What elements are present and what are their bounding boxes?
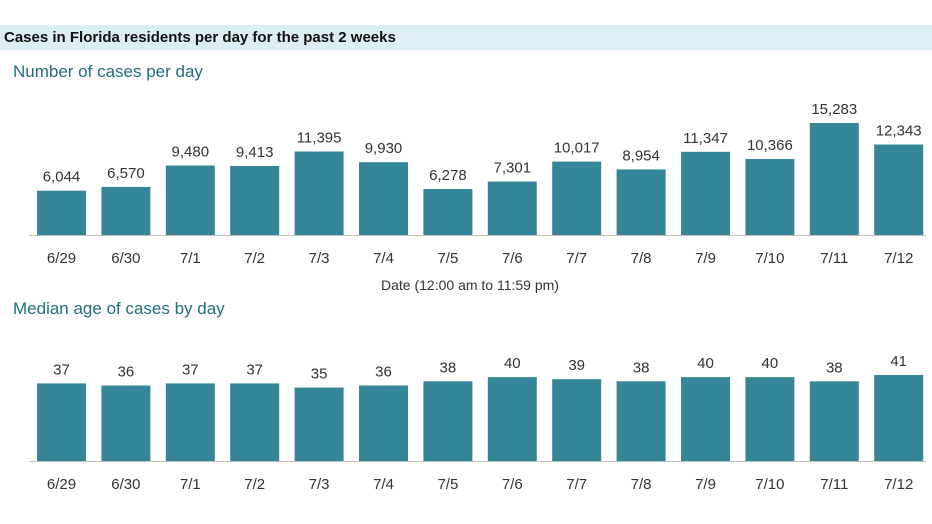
cases-data-label: 12,343 (876, 123, 922, 140)
cases-x-tick-label: 7/8 (631, 250, 652, 267)
cases-x-tick-label: 7/10 (755, 250, 784, 267)
cases-data-label: 10,017 (554, 140, 600, 157)
age-data-label: 37 (53, 361, 70, 378)
cases-data-label: 11,347 (683, 130, 728, 147)
age-bar (809, 381, 859, 461)
cases-bar (874, 144, 924, 235)
age-x-tick-label: 6/29 (47, 476, 76, 493)
cases-data-label: 15,283 (811, 101, 857, 118)
cases-x-tick-label: 7/2 (244, 250, 265, 267)
cases-data-label: 9,930 (365, 140, 403, 157)
age-x-tick-label: 7/10 (755, 476, 784, 493)
cases-bar (809, 123, 859, 235)
age-data-label: 37 (246, 361, 263, 378)
age-bar (616, 381, 666, 461)
age-data-label: 38 (440, 359, 457, 376)
age-bar (230, 383, 280, 461)
age-data-label: 37 (182, 361, 199, 378)
age-data-label: 38 (826, 359, 843, 376)
cases-bar (37, 190, 86, 235)
age-data-label: 40 (504, 355, 521, 372)
page-title: Cases in Florida residents per day for t… (4, 29, 396, 46)
cases-x-axis-label: Date (12:00 am to 11:59 pm) (381, 277, 559, 293)
cases-x-tick-label: 7/12 (884, 250, 913, 267)
header-banner: Cases in Florida residents per day for t… (0, 25, 932, 50)
cases-bar (487, 181, 537, 235)
cases-data-label: 8,954 (622, 147, 660, 164)
age-x-tick-label: 7/1 (180, 476, 201, 493)
age-data-label: 36 (118, 364, 135, 381)
age-data-label: 36 (375, 364, 392, 381)
cases-bar (681, 151, 730, 235)
cases-x-tick-label: 7/1 (180, 250, 201, 267)
age-x-tick-label: 7/6 (502, 476, 523, 493)
median-age-chart-title: Median age of cases by day (13, 299, 225, 318)
cases-bar (745, 159, 795, 235)
cases-bar (359, 162, 408, 235)
age-bar (359, 385, 408, 461)
cases-bar (165, 165, 215, 235)
cases-x-tick-label: 7/9 (695, 250, 716, 267)
age-bar (423, 381, 473, 461)
age-data-label: 41 (890, 353, 907, 370)
age-x-tick-label: 7/12 (884, 476, 913, 493)
cases-bar (552, 161, 602, 235)
cases-bar (294, 151, 344, 235)
age-x-tick-label: 7/3 (309, 476, 330, 493)
age-x-tick-label: 7/8 (631, 476, 652, 493)
age-bar (487, 377, 537, 461)
cases-data-label: 9,480 (172, 144, 210, 161)
cases-data-label: 6,278 (429, 167, 467, 184)
cases-data-label: 11,395 (297, 130, 342, 147)
cases-bar (423, 189, 473, 235)
cases-x-tick-label: 6/30 (111, 250, 140, 267)
cases-data-label: 10,366 (747, 137, 793, 154)
age-x-tick-label: 7/11 (820, 476, 848, 493)
age-x-tick-label: 7/9 (695, 476, 716, 493)
age-data-label: 40 (762, 355, 779, 372)
age-data-label: 35 (311, 366, 328, 383)
cases-x-tick-label: 7/3 (309, 250, 330, 267)
cases-bar (101, 186, 151, 235)
age-x-tick-label: 7/5 (437, 476, 458, 493)
cases-x-tick-label: 7/7 (566, 250, 587, 267)
age-bar (681, 377, 730, 461)
cases-x-tick-label: 7/4 (373, 250, 394, 267)
age-x-tick-label: 6/30 (111, 476, 140, 493)
cases-bar (230, 166, 280, 235)
age-bar (101, 385, 151, 461)
age-bar (745, 377, 795, 461)
age-x-tick-label: 7/7 (566, 476, 587, 493)
cases-data-label: 6,570 (107, 165, 145, 182)
cases-data-label: 7,301 (494, 160, 532, 177)
age-data-label: 40 (697, 355, 714, 372)
cases-x-tick-label: 7/11 (820, 250, 848, 267)
cases-data-label: 9,413 (236, 144, 274, 161)
age-bar (874, 375, 924, 461)
cases-chart-title: Number of cases per day (13, 62, 203, 81)
cases-x-tick-label: 7/5 (437, 250, 458, 267)
age-data-label: 38 (633, 359, 650, 376)
cases-x-tick-label: 7/6 (502, 250, 523, 267)
age-x-tick-label: 7/2 (244, 476, 265, 493)
age-data-label: 39 (568, 357, 585, 374)
age-bar (294, 387, 344, 461)
age-bar (552, 379, 602, 461)
age-bar (37, 383, 86, 461)
cases-data-label: 6,044 (43, 169, 81, 186)
age-x-tick-label: 7/4 (373, 476, 394, 493)
age-bar (165, 383, 215, 461)
cases-bar (616, 169, 666, 235)
cases-x-tick-label: 6/29 (47, 250, 76, 267)
